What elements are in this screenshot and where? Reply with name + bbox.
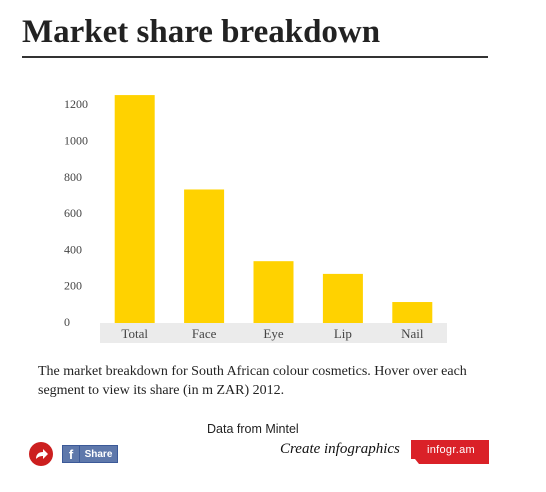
y-tick-label: 200 xyxy=(64,279,82,293)
x-tick-label: Nail xyxy=(401,326,424,341)
bar-eye[interactable] xyxy=(253,261,294,323)
brand-tag-icon xyxy=(411,440,489,464)
x-tick-label: Eye xyxy=(263,326,283,341)
page-title: Market share breakdown xyxy=(22,14,381,50)
facebook-icon: f xyxy=(63,446,80,462)
create-infographics-link[interactable]: Create infographics xyxy=(280,441,400,457)
data-source: Data from Mintel xyxy=(207,422,299,436)
title-divider xyxy=(22,56,488,58)
y-tick-label: 0 xyxy=(64,315,70,329)
bar-total[interactable] xyxy=(114,95,155,323)
x-tick-label: Lip xyxy=(334,326,352,341)
x-tick-label: Total xyxy=(121,326,148,341)
chart-description: The market breakdown for South African c… xyxy=(38,364,467,398)
brand-label: infogr.am xyxy=(427,444,475,456)
x-tick-label: Face xyxy=(192,326,217,341)
facebook-share-button[interactable]: f Share xyxy=(62,445,118,463)
share-arrow-icon xyxy=(36,449,48,459)
facebook-share-label: Share xyxy=(84,448,113,460)
y-tick-label: 1000 xyxy=(64,133,88,147)
bar-nail[interactable] xyxy=(392,302,433,323)
category-axis-band xyxy=(100,323,447,343)
bar-face[interactable] xyxy=(184,189,225,323)
bar-lip[interactable] xyxy=(322,273,363,323)
y-tick-label: 600 xyxy=(64,206,82,220)
share-button[interactable] xyxy=(29,442,53,466)
y-tick-label: 1200 xyxy=(64,97,88,111)
infogram-logo-link[interactable]: infogr.am xyxy=(411,440,489,464)
bar-chart: 0 200 400 600 800 1000 1200 Total Face Eye Lip Nai… xyxy=(64,95,447,343)
y-tick-label: 400 xyxy=(64,242,82,256)
y-tick-label: 800 xyxy=(64,170,82,184)
